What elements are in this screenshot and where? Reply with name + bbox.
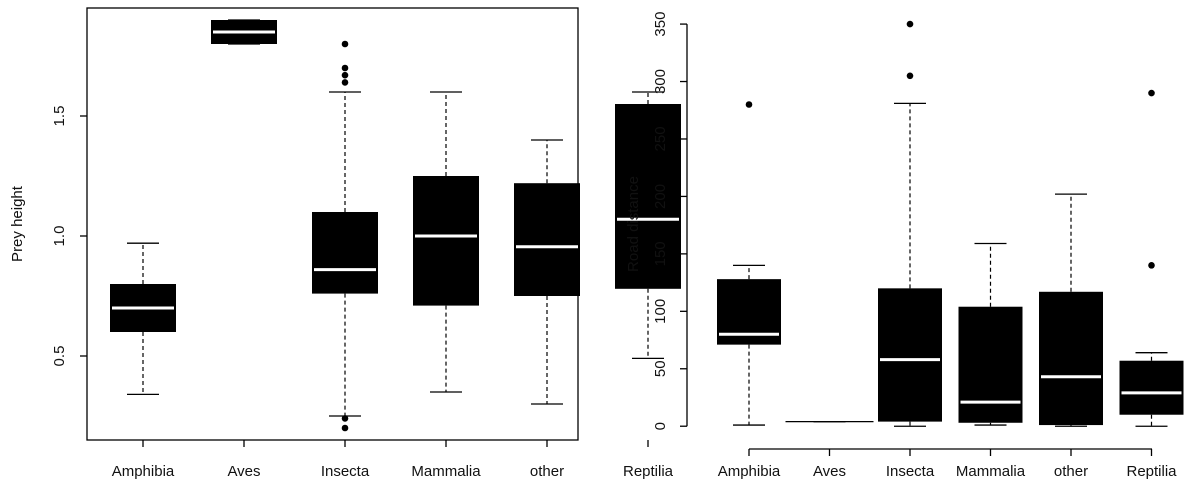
y-tick-label: 100 [652, 299, 669, 324]
iqr-box [312, 212, 378, 294]
y-tick-label: 300 [652, 69, 669, 94]
outlier-point [745, 101, 753, 108]
box-other [514, 139, 580, 405]
prey-height-panel: 0.5 1.0 1.5 Prey height Amphibia Aves Insecta M… [9, 7, 681, 480]
iqr-box [958, 306, 1023, 423]
y-axis-title: Road distance [625, 176, 642, 272]
box-mammalia [413, 91, 479, 393]
outlier-point [906, 20, 914, 28]
x-tick-label: Reptilia [623, 463, 674, 480]
outlier-point [906, 72, 914, 80]
outlier-point [341, 424, 349, 432]
box-reptilia [1119, 89, 1184, 427]
iqr-box [1039, 291, 1103, 426]
x-tick-label: other [530, 463, 564, 480]
box-insecta [878, 20, 942, 427]
box-other [1039, 193, 1103, 427]
x-tick-label: Amphibia [718, 463, 781, 480]
road-distance-panel: 0 50 100 150 200 250 300 350 Road distance Amphib… [625, 12, 1184, 480]
box-mammalia [958, 242, 1023, 426]
y-axis-title: Prey height [9, 185, 26, 262]
box-amphibia [717, 101, 781, 426]
outlier-point [341, 415, 349, 422]
y-tick-label: 200 [652, 184, 669, 209]
iqr-box [413, 176, 479, 306]
iqr-box [878, 288, 942, 422]
y-tick-label: 50 [652, 360, 669, 377]
box-aves [211, 19, 277, 45]
y-tick-label: 1.0 [51, 226, 68, 247]
x-tick-label: Reptilia [1126, 463, 1177, 480]
iqr-box [615, 104, 681, 289]
y-tick-label: 1.5 [51, 106, 68, 127]
outlier-point [341, 64, 349, 72]
x-tick-label: Mammalia [956, 463, 1026, 480]
x-tick-label: Mammalia [411, 463, 481, 480]
y-tick-label: 250 [652, 126, 669, 151]
box-amphibia [110, 242, 176, 396]
outlier-point [1148, 89, 1155, 97]
x-tick-label: Insecta [886, 463, 935, 480]
iqr-box [1119, 360, 1184, 415]
x-tick-label: Insecta [321, 463, 370, 480]
y-tick-label: 0 [652, 422, 669, 430]
y-tick-label: 0.5 [51, 346, 68, 367]
x-tick-label: Aves [813, 463, 846, 480]
x-tick-label: Amphibia [112, 463, 175, 480]
outlier-point [341, 79, 349, 86]
outlier-point [341, 40, 349, 48]
iqr-box [514, 183, 580, 296]
box-reptilia [615, 91, 681, 360]
y-tick-label: 150 [652, 241, 669, 266]
outlier-point [1148, 262, 1155, 269]
y-tick-label: 350 [652, 12, 669, 37]
box-insecta [312, 40, 378, 432]
outlier-point [341, 71, 349, 79]
x-tick-label: other [1054, 463, 1088, 480]
x-tick-label: Aves [227, 463, 260, 480]
